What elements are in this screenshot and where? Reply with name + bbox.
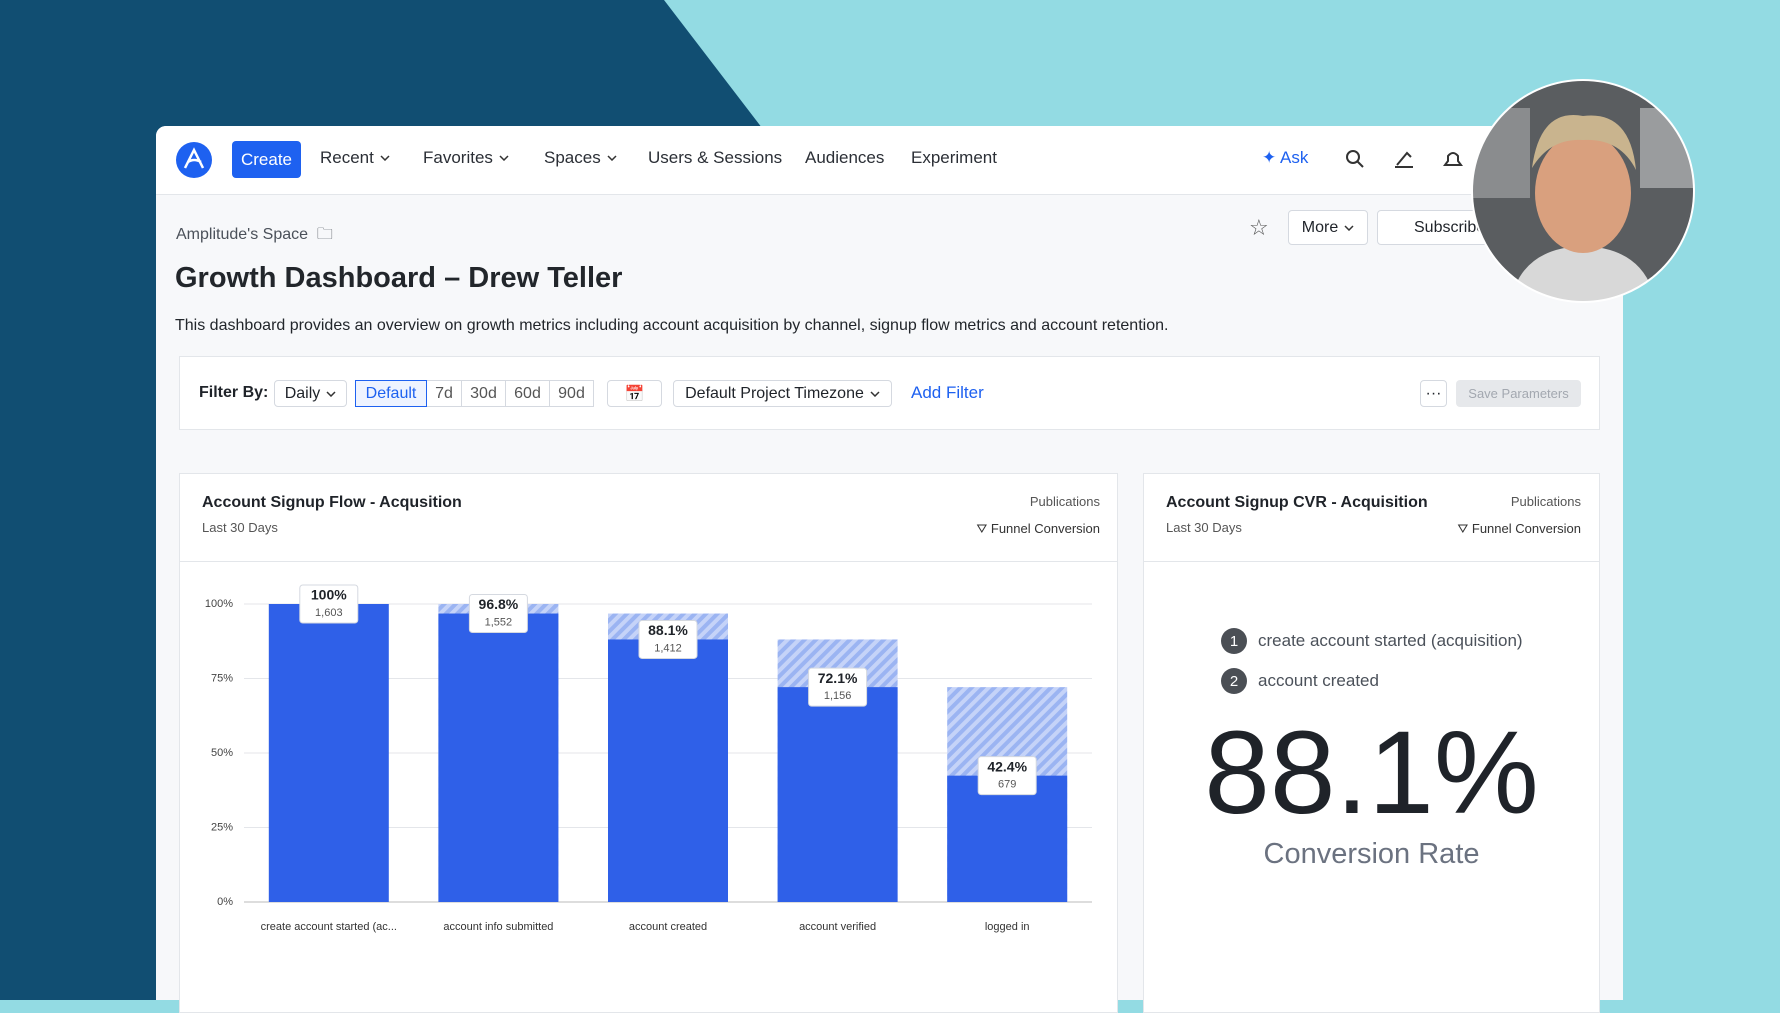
count-label: 1,603 bbox=[315, 607, 343, 619]
nav-item[interactable]: Spaces bbox=[544, 148, 617, 168]
interval-label: Daily bbox=[284, 384, 321, 402]
value-label: 42.4% bbox=[987, 758, 1027, 774]
range-group: Default 7d 30d 60d 90d bbox=[355, 380, 594, 407]
avatar bbox=[1471, 79, 1695, 303]
chevron bbox=[326, 390, 336, 397]
nav-label: Audiences bbox=[805, 148, 885, 167]
calendar-button[interactable]: 📅 bbox=[607, 380, 662, 407]
value-label-box bbox=[638, 619, 698, 659]
value-label-box bbox=[299, 584, 359, 624]
value-label: 96.8% bbox=[479, 596, 519, 612]
nav-item[interactable]: Favorites bbox=[423, 148, 509, 168]
card-title: Account Signup CVR - Acquisition bbox=[1166, 494, 1428, 511]
more-button[interactable]: More bbox=[1288, 210, 1368, 245]
kpi-caption: Conversion Rate bbox=[1263, 838, 1480, 870]
card-title: Account Signup Flow - Acqusition bbox=[202, 494, 462, 511]
cvr-card bbox=[1143, 473, 1600, 1013]
card-kind-text: Funnel Conversion bbox=[990, 521, 1100, 536]
kpi-value: 88.1% bbox=[1204, 707, 1539, 839]
chevron bbox=[1344, 224, 1354, 231]
timezone-select[interactable]: Default Project Timezone bbox=[673, 380, 892, 407]
value-label-box bbox=[808, 667, 868, 707]
x-tick-label: logged in bbox=[985, 921, 1030, 933]
x-tick-label: account created bbox=[629, 921, 707, 933]
value-label: 72.1% bbox=[818, 670, 858, 686]
card-kind-text: Funnel Conversion bbox=[1471, 521, 1581, 536]
x-tick-label: account verified bbox=[799, 921, 876, 933]
y-tick-label: 100% bbox=[205, 598, 233, 610]
dashboard-description: This dashboard provides an overview on g… bbox=[175, 317, 1169, 334]
card-space: Publications bbox=[1029, 494, 1100, 509]
card-space: Publications bbox=[1510, 494, 1581, 509]
bar bbox=[777, 687, 898, 902]
nav-item[interactable]: Users & Sessions bbox=[648, 148, 782, 168]
x-tick-label: create account started (ac... bbox=[261, 921, 397, 933]
card-kind: ⛛ Funnel Conversion bbox=[976, 521, 1100, 536]
nav-label: Experiment bbox=[911, 148, 997, 167]
divider bbox=[179, 561, 1118, 562]
create-button[interactable]: Create bbox=[232, 141, 301, 178]
card-subtitle: Last 30 Days bbox=[1166, 520, 1242, 535]
value-label: 88.1% bbox=[648, 622, 688, 638]
breadcrumb[interactable]: Amplitude's Space 🗀 bbox=[176, 226, 333, 243]
step-number: 1 bbox=[1221, 628, 1247, 654]
chevron bbox=[870, 390, 880, 397]
value-label: 100% bbox=[311, 587, 347, 603]
range-button[interactable]: 30d bbox=[461, 380, 506, 407]
interval-select[interactable]: Daily bbox=[274, 380, 347, 407]
subscribe-label: Subscribe bbox=[1414, 218, 1486, 236]
divider bbox=[1143, 561, 1600, 562]
dashboard-title: Growth Dashboard – Drew Teller bbox=[175, 262, 623, 294]
star-icon[interactable]: ☆ bbox=[1249, 215, 1269, 240]
card-kind: ⛛ Funnel Conversion bbox=[1457, 521, 1581, 536]
step-number: 2 bbox=[1221, 668, 1247, 694]
filter-label: Filter By: bbox=[199, 384, 269, 401]
y-tick-label: 25% bbox=[211, 821, 233, 833]
chevron bbox=[607, 155, 617, 161]
save-parameters[interactable]: Save Parameters bbox=[1456, 380, 1581, 407]
nav-item[interactable]: Experiment bbox=[911, 148, 997, 168]
ask-button[interactable]: ✦ Ask bbox=[1262, 148, 1309, 167]
bar bbox=[947, 775, 1068, 902]
timezone-label: Default Project Timezone bbox=[685, 384, 864, 402]
value-label-box bbox=[977, 756, 1037, 796]
nav-label: Spaces bbox=[544, 148, 601, 167]
range-button[interactable]: 90d bbox=[549, 380, 594, 407]
breadcrumb-text: Amplitude's Space bbox=[176, 226, 309, 243]
nav-label: Recent bbox=[320, 148, 374, 167]
bar bbox=[268, 604, 389, 902]
range-button[interactable]: Default bbox=[355, 380, 427, 407]
y-tick-label: 75% bbox=[211, 672, 233, 684]
nav-item[interactable]: Recent bbox=[320, 148, 390, 168]
x-tick-label: account info submitted bbox=[443, 921, 553, 933]
ask-label: Ask bbox=[1280, 148, 1309, 167]
chevron bbox=[380, 155, 390, 161]
count-label: 1,552 bbox=[485, 616, 513, 628]
step-label: account created bbox=[1258, 671, 1379, 690]
nav-icons[interactable] bbox=[1345, 149, 1465, 171]
count-label: 1,156 bbox=[824, 690, 852, 702]
range-button[interactable]: 60d bbox=[505, 380, 550, 407]
y-tick-label: 50% bbox=[211, 747, 233, 759]
chevron bbox=[499, 155, 509, 161]
count-label: 679 bbox=[998, 779, 1016, 791]
step-label: create account started (acquisition) bbox=[1258, 631, 1523, 650]
y-tick-label: 0% bbox=[217, 896, 233, 908]
funnel-chart: 0% 25% 50% 75% 100% 100% 1,603 create account s… bbox=[205, 584, 1092, 933]
range-button[interactable]: 7d bbox=[426, 380, 462, 407]
add-filter[interactable]: Add Filter bbox=[911, 383, 984, 402]
value-label-box bbox=[468, 594, 528, 634]
overflow-button[interactable]: ··· bbox=[1420, 380, 1447, 407]
nav-label: Users & Sessions bbox=[648, 148, 783, 167]
bar bbox=[438, 613, 559, 902]
nav-label: Favorites bbox=[423, 148, 493, 167]
count-label: 1,412 bbox=[654, 642, 682, 654]
nav-item[interactable]: Audiences bbox=[805, 148, 884, 168]
bar bbox=[608, 639, 728, 902]
logo[interactable] bbox=[175, 141, 213, 179]
nav-bar bbox=[156, 126, 1623, 195]
card-subtitle: Last 30 Days bbox=[202, 520, 278, 535]
more-label: More bbox=[1301, 218, 1339, 236]
